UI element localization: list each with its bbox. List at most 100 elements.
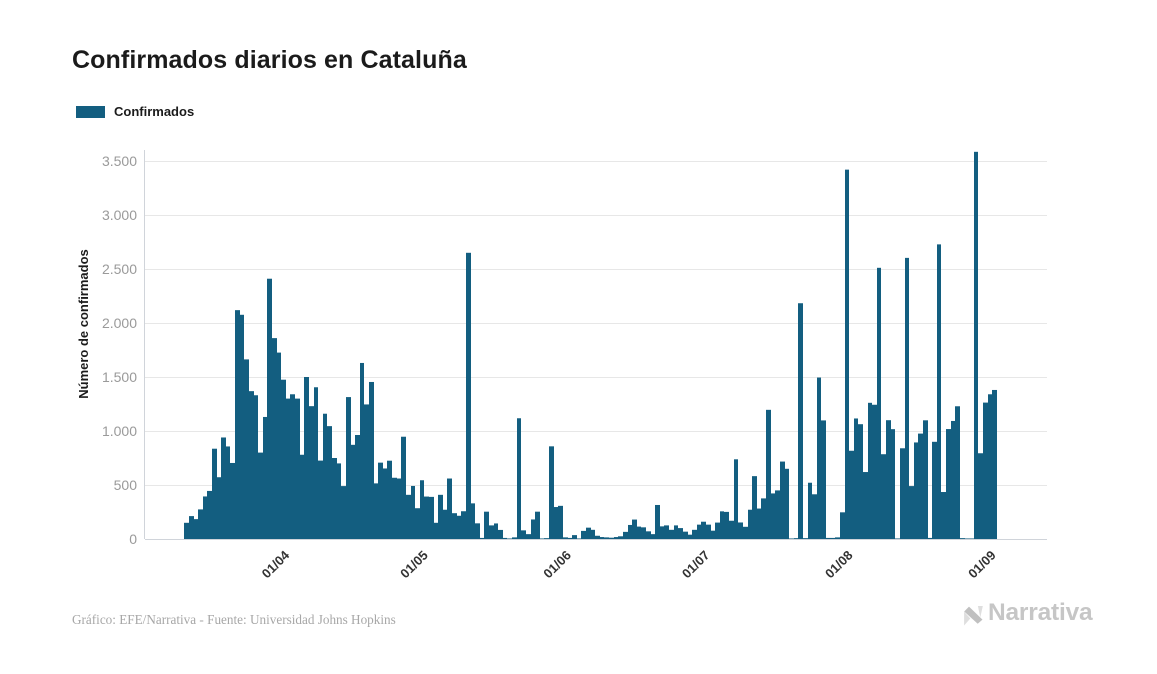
bar[interactable] [785, 468, 789, 539]
bar[interactable] [974, 151, 978, 539]
bar[interactable] [392, 477, 397, 539]
bar[interactable] [951, 420, 955, 539]
bar[interactable] [244, 359, 249, 539]
bar[interactable] [724, 511, 729, 539]
bar[interactable] [521, 530, 526, 539]
bar[interactable] [780, 461, 785, 539]
bar[interactable] [701, 521, 706, 539]
bar[interactable] [697, 524, 701, 539]
bar[interactable] [277, 352, 281, 539]
bar[interactable] [891, 429, 895, 539]
bar[interactable] [881, 454, 886, 539]
bar[interactable] [438, 494, 443, 539]
bar[interactable] [189, 516, 194, 539]
bar[interactable] [563, 537, 568, 539]
bar[interactable] [452, 513, 457, 539]
bar[interactable] [923, 420, 928, 539]
bar[interactable] [378, 462, 383, 539]
bar[interactable] [595, 535, 600, 539]
bar[interactable] [346, 397, 351, 539]
bar[interactable] [849, 450, 854, 539]
bar[interactable] [549, 446, 554, 539]
bar[interactable] [572, 535, 577, 539]
bar[interactable] [217, 477, 221, 539]
bar[interactable] [775, 490, 780, 539]
bar[interactable] [886, 420, 891, 539]
bar[interactable] [877, 267, 881, 539]
bar[interactable] [581, 530, 586, 539]
bar[interactable] [932, 441, 937, 539]
bar[interactable] [540, 538, 544, 539]
bar[interactable] [798, 303, 803, 539]
bar[interactable] [503, 537, 507, 539]
bar[interactable] [660, 526, 664, 539]
bar[interactable] [221, 437, 226, 539]
bar[interactable] [637, 526, 641, 539]
bar[interactable] [318, 460, 323, 539]
bar[interactable] [748, 509, 752, 539]
bar[interactable] [965, 538, 969, 539]
bar[interactable] [387, 460, 392, 539]
bar[interactable] [794, 538, 798, 539]
bar[interactable] [415, 508, 420, 539]
bar[interactable] [526, 534, 531, 539]
bar[interactable] [858, 424, 863, 539]
bar[interactable] [337, 463, 341, 539]
bar[interactable] [960, 538, 965, 539]
bar[interactable] [678, 528, 683, 539]
bar[interactable] [614, 537, 618, 539]
bar[interactable] [198, 509, 203, 539]
bar[interactable] [295, 398, 300, 539]
bar[interactable] [729, 520, 734, 539]
bar[interactable] [609, 537, 614, 539]
bar[interactable] [249, 391, 254, 539]
bar[interactable] [845, 169, 849, 539]
bar[interactable] [332, 458, 337, 539]
bar[interactable] [812, 494, 817, 539]
bar[interactable] [941, 492, 946, 539]
bar[interactable] [258, 452, 263, 539]
bar[interactable] [900, 448, 905, 539]
bar[interactable] [909, 486, 914, 539]
bar[interactable] [905, 257, 909, 539]
bar[interactable] [281, 379, 286, 539]
bar[interactable] [406, 494, 411, 539]
bar[interactable] [688, 534, 692, 539]
bar[interactable] [498, 529, 503, 539]
bar[interactable] [447, 478, 452, 539]
bar[interactable] [752, 476, 757, 539]
bar[interactable] [761, 498, 766, 539]
bar[interactable] [360, 362, 364, 539]
bar[interactable] [632, 519, 637, 539]
bar[interactable] [512, 537, 517, 539]
bar[interactable] [480, 537, 484, 539]
bar[interactable] [835, 537, 840, 539]
bar[interactable] [868, 402, 872, 539]
bar[interactable] [212, 448, 217, 539]
bar[interactable] [286, 398, 290, 539]
bar[interactable] [651, 534, 655, 539]
bar[interactable] [831, 537, 835, 539]
bar[interactable] [434, 522, 438, 539]
bar[interactable] [304, 377, 309, 539]
bar[interactable] [507, 538, 512, 539]
bar[interactable] [267, 278, 272, 539]
bar[interactable] [664, 525, 669, 539]
bar[interactable] [683, 531, 688, 539]
bar[interactable] [946, 429, 951, 539]
bar[interactable] [808, 482, 812, 539]
bar[interactable] [484, 511, 489, 539]
bar[interactable] [641, 527, 646, 539]
bar[interactable] [914, 442, 918, 539]
bar[interactable] [184, 522, 189, 539]
bar[interactable] [554, 507, 558, 539]
bar[interactable] [628, 524, 632, 539]
bar[interactable] [577, 538, 581, 539]
bar[interactable] [743, 526, 748, 539]
bar[interactable] [600, 537, 604, 539]
bar[interactable] [586, 527, 591, 539]
bar[interactable] [872, 404, 877, 539]
bar[interactable] [203, 496, 207, 539]
bar[interactable] [290, 394, 295, 539]
bar[interactable] [230, 462, 235, 539]
